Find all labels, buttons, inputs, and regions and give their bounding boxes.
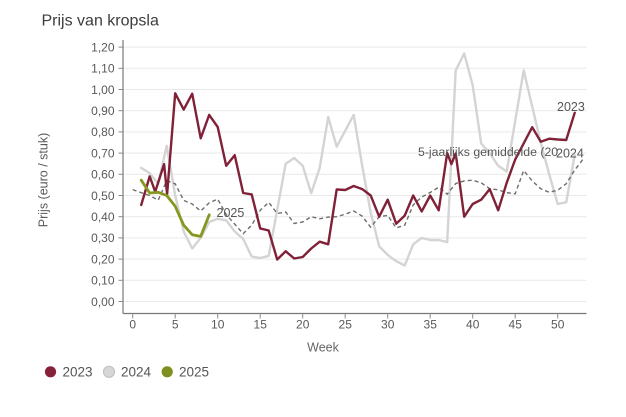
svg-text:0,40: 0,40 bbox=[91, 210, 115, 224]
svg-text:0,50: 0,50 bbox=[91, 189, 115, 203]
svg-text:0: 0 bbox=[129, 318, 136, 332]
svg-text:0,20: 0,20 bbox=[91, 252, 115, 266]
svg-text:1,10: 1,10 bbox=[91, 62, 115, 76]
svg-text:2025: 2025 bbox=[179, 364, 209, 379]
svg-text:2024: 2024 bbox=[556, 147, 584, 161]
svg-text:Week: Week bbox=[307, 341, 339, 355]
svg-text:2024: 2024 bbox=[121, 364, 152, 379]
svg-text:1,20: 1,20 bbox=[91, 40, 115, 54]
svg-text:0,70: 0,70 bbox=[91, 146, 115, 160]
svg-text:35: 35 bbox=[424, 318, 438, 332]
svg-text:30: 30 bbox=[381, 318, 395, 332]
svg-text:0,60: 0,60 bbox=[91, 168, 115, 182]
svg-text:0,00: 0,00 bbox=[91, 295, 115, 309]
svg-text:2023: 2023 bbox=[557, 100, 585, 114]
svg-text:20: 20 bbox=[296, 318, 310, 332]
svg-text:Prijs van kropsla: Prijs van kropsla bbox=[42, 13, 159, 30]
svg-text:2023: 2023 bbox=[63, 364, 93, 379]
svg-text:5: 5 bbox=[172, 318, 179, 332]
svg-text:5-jaarlijks gemiddelde (20: 5-jaarlijks gemiddelde (20 bbox=[418, 145, 558, 159]
svg-text:0,90: 0,90 bbox=[91, 104, 115, 118]
svg-text:0,10: 0,10 bbox=[91, 274, 115, 288]
svg-text:1,00: 1,00 bbox=[91, 83, 115, 97]
svg-text:15: 15 bbox=[254, 318, 268, 332]
svg-text:40: 40 bbox=[466, 318, 480, 332]
svg-text:25: 25 bbox=[339, 318, 353, 332]
svg-text:0,80: 0,80 bbox=[91, 125, 115, 139]
svg-text:10: 10 bbox=[211, 318, 225, 332]
svg-text:0,30: 0,30 bbox=[91, 231, 115, 245]
svg-text:45: 45 bbox=[509, 318, 523, 332]
svg-text:50: 50 bbox=[551, 318, 565, 332]
svg-text:2025: 2025 bbox=[217, 206, 245, 220]
svg-text:Prijs (euro / stuk): Prijs (euro / stuk) bbox=[37, 133, 51, 227]
